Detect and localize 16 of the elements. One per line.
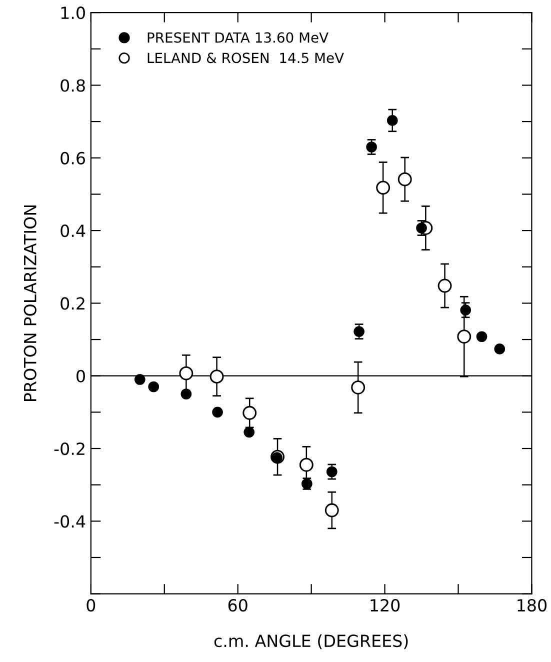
x-tick-label: 60 (228, 598, 248, 612)
y-tick-label: -0.4 (54, 515, 86, 528)
x-tick-label: 120 (370, 598, 400, 612)
x-tick-label: 0 (86, 598, 96, 612)
legend-label: PRESENT DATA 13.60 MeV (148, 32, 328, 43)
y-tick-label: 0.8 (60, 79, 85, 92)
y-tick-label: 0.2 (60, 297, 84, 310)
legend-label: LELAND & ROSEN 14.5 MeV (148, 52, 344, 64)
x-axis-title: c.m. ANGLE (DEGREES) (214, 634, 408, 650)
x-tick-label: 180 (518, 598, 547, 612)
y-tick-label: -0.2 (54, 442, 84, 456)
y-tick-label: 0 (76, 370, 85, 382)
y-axis-title: PROTON POLARIZATION (24, 205, 36, 401)
y-tick-label: 0.4 (60, 224, 86, 238)
y-tick-label: 1.0 (61, 6, 85, 20)
y-tick-label: 0.6 (60, 152, 86, 164)
